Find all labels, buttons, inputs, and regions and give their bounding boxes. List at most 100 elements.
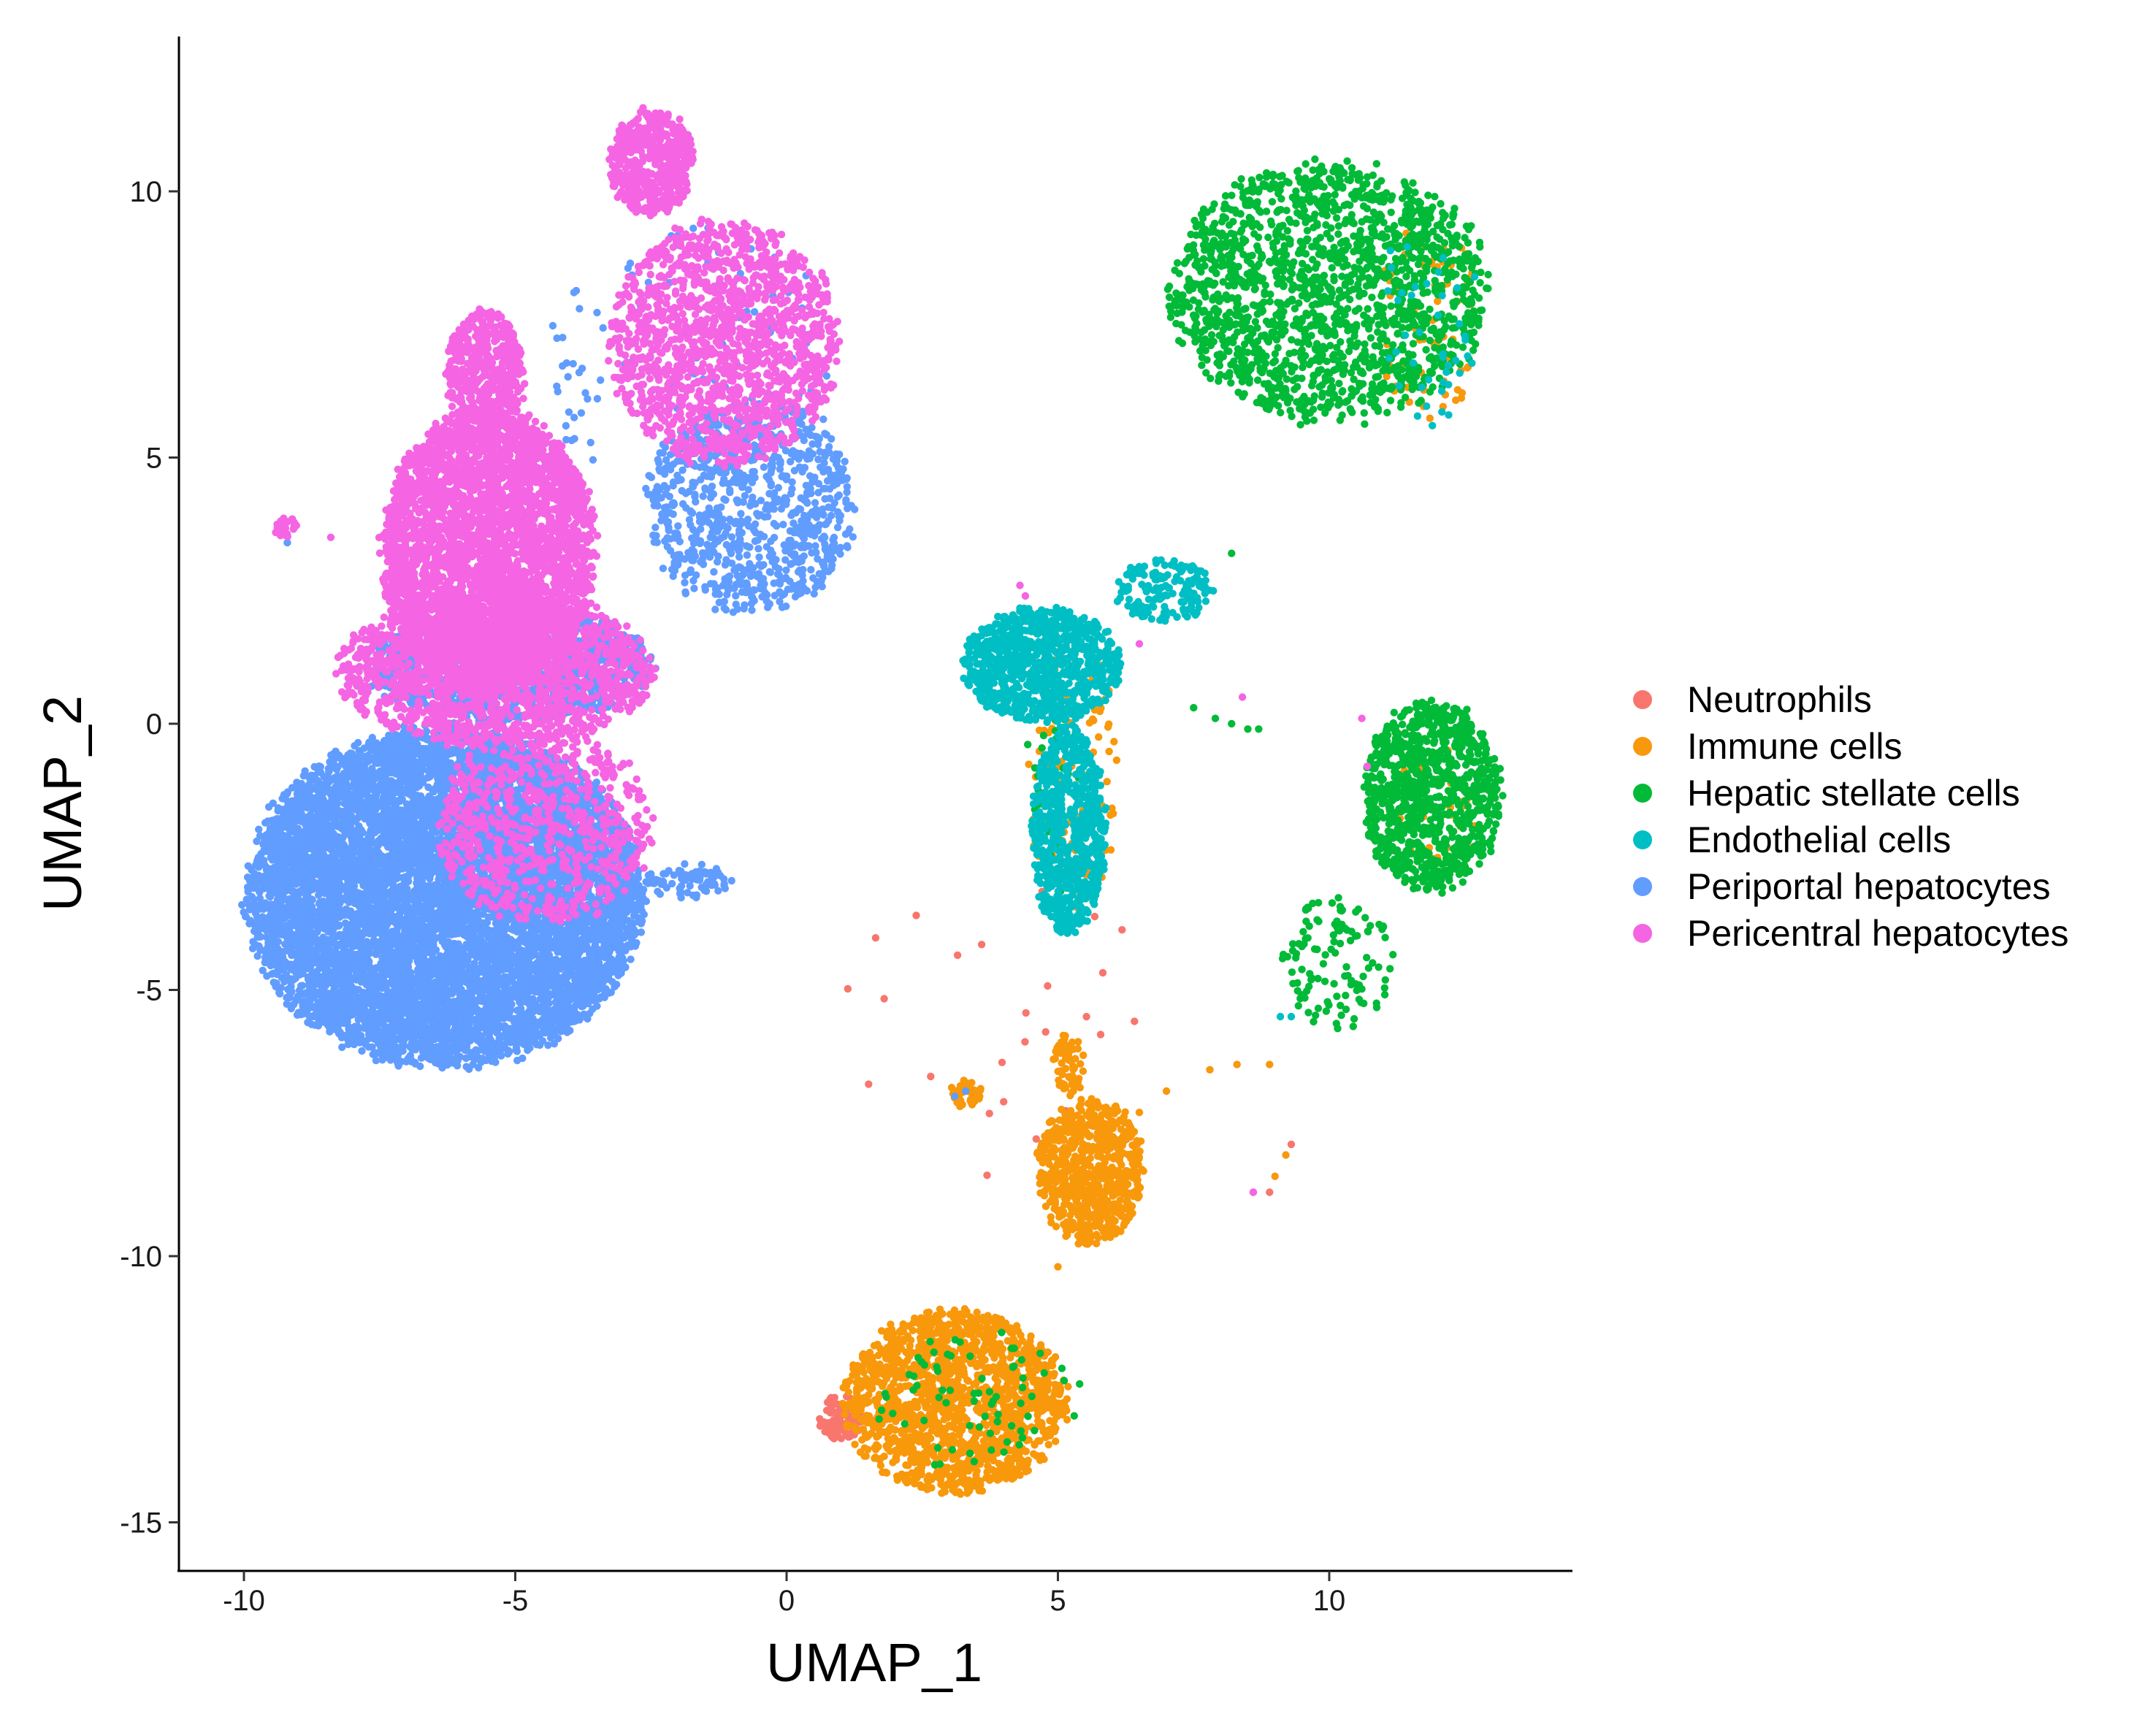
point-3	[1282, 385, 1289, 392]
point-3	[1388, 209, 1395, 216]
point-3	[1253, 242, 1261, 250]
point-3	[1499, 792, 1506, 799]
point-3	[1361, 253, 1368, 261]
point-3	[1452, 270, 1459, 278]
point-3	[1335, 380, 1342, 387]
point-3	[1368, 317, 1375, 324]
point-3	[1305, 266, 1312, 273]
point-3	[1258, 251, 1265, 259]
point-3	[1214, 310, 1221, 317]
point-2	[932, 1472, 939, 1480]
point-2	[1043, 1181, 1050, 1188]
point-2	[957, 1491, 964, 1498]
point-2	[1014, 1410, 1021, 1418]
point-2	[890, 1366, 898, 1374]
point-3	[1358, 268, 1366, 275]
point-2	[892, 1426, 899, 1434]
point-3	[1310, 309, 1317, 316]
point-3	[1208, 331, 1215, 338]
point-3	[1283, 375, 1291, 383]
point-2	[1018, 1457, 1025, 1464]
point-2	[1054, 1160, 1061, 1168]
point-3	[1405, 187, 1413, 194]
point-2	[898, 1336, 905, 1344]
point-2	[968, 1314, 975, 1321]
point-2	[939, 1472, 946, 1479]
point-3	[1475, 860, 1483, 868]
point-1	[1131, 1017, 1138, 1025]
point-2	[1008, 1329, 1015, 1336]
point-2	[1085, 1100, 1092, 1107]
point-2	[963, 1326, 971, 1333]
point-3	[1354, 280, 1361, 288]
point-3	[1292, 202, 1299, 209]
point-3	[1220, 213, 1227, 221]
point-3	[1484, 285, 1491, 292]
point-2	[1074, 1205, 1082, 1212]
point-3	[1450, 302, 1457, 310]
point-2	[930, 1407, 938, 1415]
point-2	[1058, 1059, 1065, 1066]
point-3	[1327, 286, 1334, 293]
point-2	[1063, 1182, 1070, 1189]
point-3	[1204, 208, 1211, 215]
point-3	[1423, 288, 1431, 296]
point-3	[1241, 356, 1248, 364]
point-2	[1059, 1043, 1066, 1050]
point-3	[1225, 282, 1232, 289]
point-3	[1291, 305, 1299, 312]
point-3	[1387, 302, 1394, 310]
point-3	[1301, 408, 1308, 415]
point-2	[1040, 1376, 1047, 1383]
point-3	[1347, 406, 1354, 413]
point-1	[978, 941, 985, 948]
point-3	[1310, 214, 1318, 221]
point-3	[1444, 276, 1451, 283]
point-3	[1329, 264, 1336, 272]
point-2	[1077, 1134, 1084, 1141]
point-2	[900, 1412, 907, 1420]
point-2	[1113, 757, 1120, 764]
point-3	[1429, 242, 1437, 249]
point-2	[1011, 1391, 1018, 1399]
point-2	[868, 1381, 876, 1388]
point-2	[926, 1326, 933, 1334]
point-2	[959, 1449, 966, 1456]
point-3	[1416, 852, 1423, 860]
point-3	[1293, 398, 1300, 405]
point-2	[1050, 1185, 1057, 1193]
point-3	[1463, 223, 1470, 230]
point-3	[1398, 836, 1405, 844]
point-2	[1104, 778, 1111, 785]
point-2	[1054, 1412, 1061, 1420]
point-2	[985, 1464, 993, 1472]
point-2	[1128, 1141, 1136, 1149]
point-2	[982, 1366, 990, 1374]
point-3	[1399, 341, 1406, 348]
point-2	[853, 1371, 860, 1378]
point-2	[895, 1372, 903, 1380]
point-1	[1288, 1141, 1295, 1148]
point-3	[1210, 200, 1217, 207]
point-2	[967, 1095, 974, 1103]
point-3	[1238, 226, 1245, 234]
point-3	[1217, 295, 1225, 302]
point-2	[974, 1309, 981, 1316]
point-3	[1337, 307, 1345, 315]
point-3	[1302, 397, 1310, 405]
point-2	[999, 1399, 1006, 1407]
point-3	[1220, 342, 1228, 349]
point-2	[1050, 1403, 1057, 1410]
point-3	[1417, 269, 1424, 277]
point-3	[1462, 298, 1469, 305]
point-2	[1095, 1101, 1102, 1109]
point-3	[1369, 172, 1377, 179]
point-2	[1074, 1045, 1082, 1052]
point-3	[1397, 403, 1404, 410]
point-3	[1167, 313, 1174, 321]
point-2	[923, 1476, 930, 1483]
point-1	[816, 1415, 823, 1423]
point-2	[1069, 1219, 1077, 1226]
point-2	[1045, 1441, 1052, 1448]
point-3	[1239, 235, 1247, 242]
